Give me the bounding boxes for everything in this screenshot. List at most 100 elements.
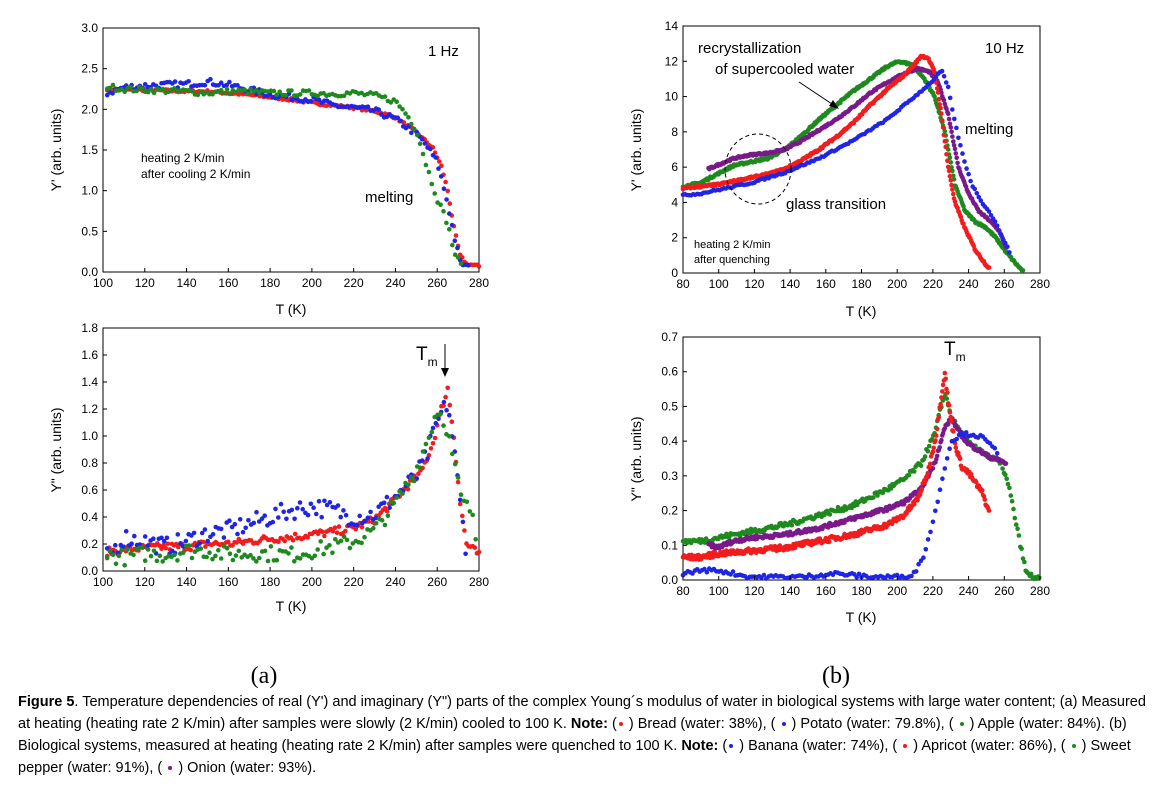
- data-point: [236, 548, 242, 554]
- data-point: [942, 370, 948, 376]
- data-point: [941, 74, 947, 79]
- x-tick-label: 120: [135, 575, 155, 589]
- data-point: [458, 261, 464, 267]
- x-tick-label: 240: [385, 575, 405, 589]
- data-point: [476, 549, 482, 555]
- data-point: [950, 168, 955, 174]
- caption-legend-sweet-pepper: ) Sweet pepper (water: 91%), (: [18, 738, 1131, 776]
- data-point: [197, 541, 202, 546]
- data-point: [947, 173, 953, 179]
- data-point: [939, 68, 945, 74]
- data-point: [789, 522, 795, 528]
- data-point: [455, 255, 461, 260]
- x-tick-label: 140: [177, 276, 197, 290]
- data-point: [1011, 506, 1016, 512]
- data-point: [338, 514, 343, 520]
- data-point: [943, 144, 948, 150]
- data-point: [726, 535, 732, 540]
- data-point: [159, 546, 164, 551]
- data-point: [319, 514, 324, 520]
- data-point: [432, 435, 438, 441]
- x-tick-label: 180: [851, 584, 871, 598]
- data-point: [277, 89, 282, 95]
- x-tick-label: 80: [676, 277, 690, 291]
- data-point: [854, 574, 859, 580]
- data-point: [928, 461, 933, 467]
- data-point: [458, 492, 464, 497]
- data-point: [406, 482, 411, 488]
- data-point: [379, 517, 385, 523]
- data-point: [320, 529, 325, 534]
- data-point: [938, 105, 943, 111]
- data-point: [937, 102, 942, 107]
- data-point: [312, 553, 318, 559]
- data-point: [986, 508, 992, 513]
- data-point: [447, 201, 453, 206]
- y-tick-label: 0: [671, 266, 678, 280]
- data-point: [129, 541, 134, 546]
- data-point: [242, 87, 247, 92]
- data-point: [940, 389, 945, 394]
- data-point: [961, 433, 967, 439]
- data-point: [1005, 244, 1010, 249]
- data-point: [119, 547, 125, 553]
- y-tick-label: 3.0: [81, 21, 98, 35]
- data-point: [979, 488, 985, 493]
- data-point: [928, 529, 933, 535]
- recryst-arrow-head: [829, 100, 839, 109]
- data-point: [248, 86, 253, 92]
- x-tick-label: 260: [427, 575, 447, 589]
- data-point: [437, 159, 442, 164]
- data-point: [189, 555, 195, 561]
- data-point: [110, 82, 116, 88]
- data-point: [148, 87, 154, 92]
- data-points-a-bottom: [104, 385, 482, 568]
- data-point: [221, 535, 227, 540]
- ticks-a-top: 100 120 140 160 180 200 220 240 260 280 0.0 0.5 1.0 1…: [81, 21, 489, 290]
- data-point: [281, 509, 286, 515]
- data-point: [939, 90, 944, 96]
- data-point: [950, 187, 955, 192]
- x-tick-label: 180: [851, 277, 871, 291]
- data-point: [104, 546, 110, 551]
- data-point: [445, 188, 451, 194]
- data-point: [952, 146, 958, 152]
- x-tick-label: 160: [218, 276, 238, 290]
- x-tick-label: 240: [959, 584, 979, 598]
- data-point: [300, 506, 305, 512]
- x-tick-label: 240: [385, 276, 405, 290]
- data-point: [952, 116, 957, 122]
- data-point: [335, 503, 341, 508]
- data-point: [297, 92, 303, 97]
- y-axis-title: Y' (arb. units): [628, 109, 644, 192]
- figure-caption: Figure 5. Temperature dependencies of re…: [18, 694, 1146, 776]
- data-point: [359, 540, 364, 546]
- data-point: [207, 550, 212, 555]
- data-point: [464, 499, 470, 505]
- y-tick-label: 0.0: [661, 573, 678, 587]
- data-point: [204, 554, 209, 560]
- data-point: [923, 479, 928, 484]
- data-point: [409, 121, 414, 127]
- data-point: [925, 537, 931, 542]
- data-point: [951, 173, 956, 179]
- data-point: [230, 557, 236, 563]
- data-point: [409, 130, 414, 136]
- data-point: [958, 143, 963, 148]
- x-tick-label: 80: [676, 584, 690, 598]
- data-point: [411, 126, 417, 132]
- data-point: [761, 572, 767, 578]
- data-point: [368, 509, 373, 515]
- annotation-condition-1: heating 2 K/min: [141, 151, 224, 165]
- data-point: [954, 155, 959, 161]
- data-point: [1020, 268, 1026, 273]
- data-point: [256, 519, 262, 524]
- data-point: [438, 411, 443, 417]
- data-point: [357, 513, 362, 519]
- x-tick-label: 200: [302, 276, 322, 290]
- data-point: [986, 209, 992, 214]
- data-point: [827, 512, 833, 517]
- caption-figure-label: Figure 5: [18, 694, 75, 710]
- data-point: [216, 547, 221, 553]
- x-tick-label: 100: [93, 276, 113, 290]
